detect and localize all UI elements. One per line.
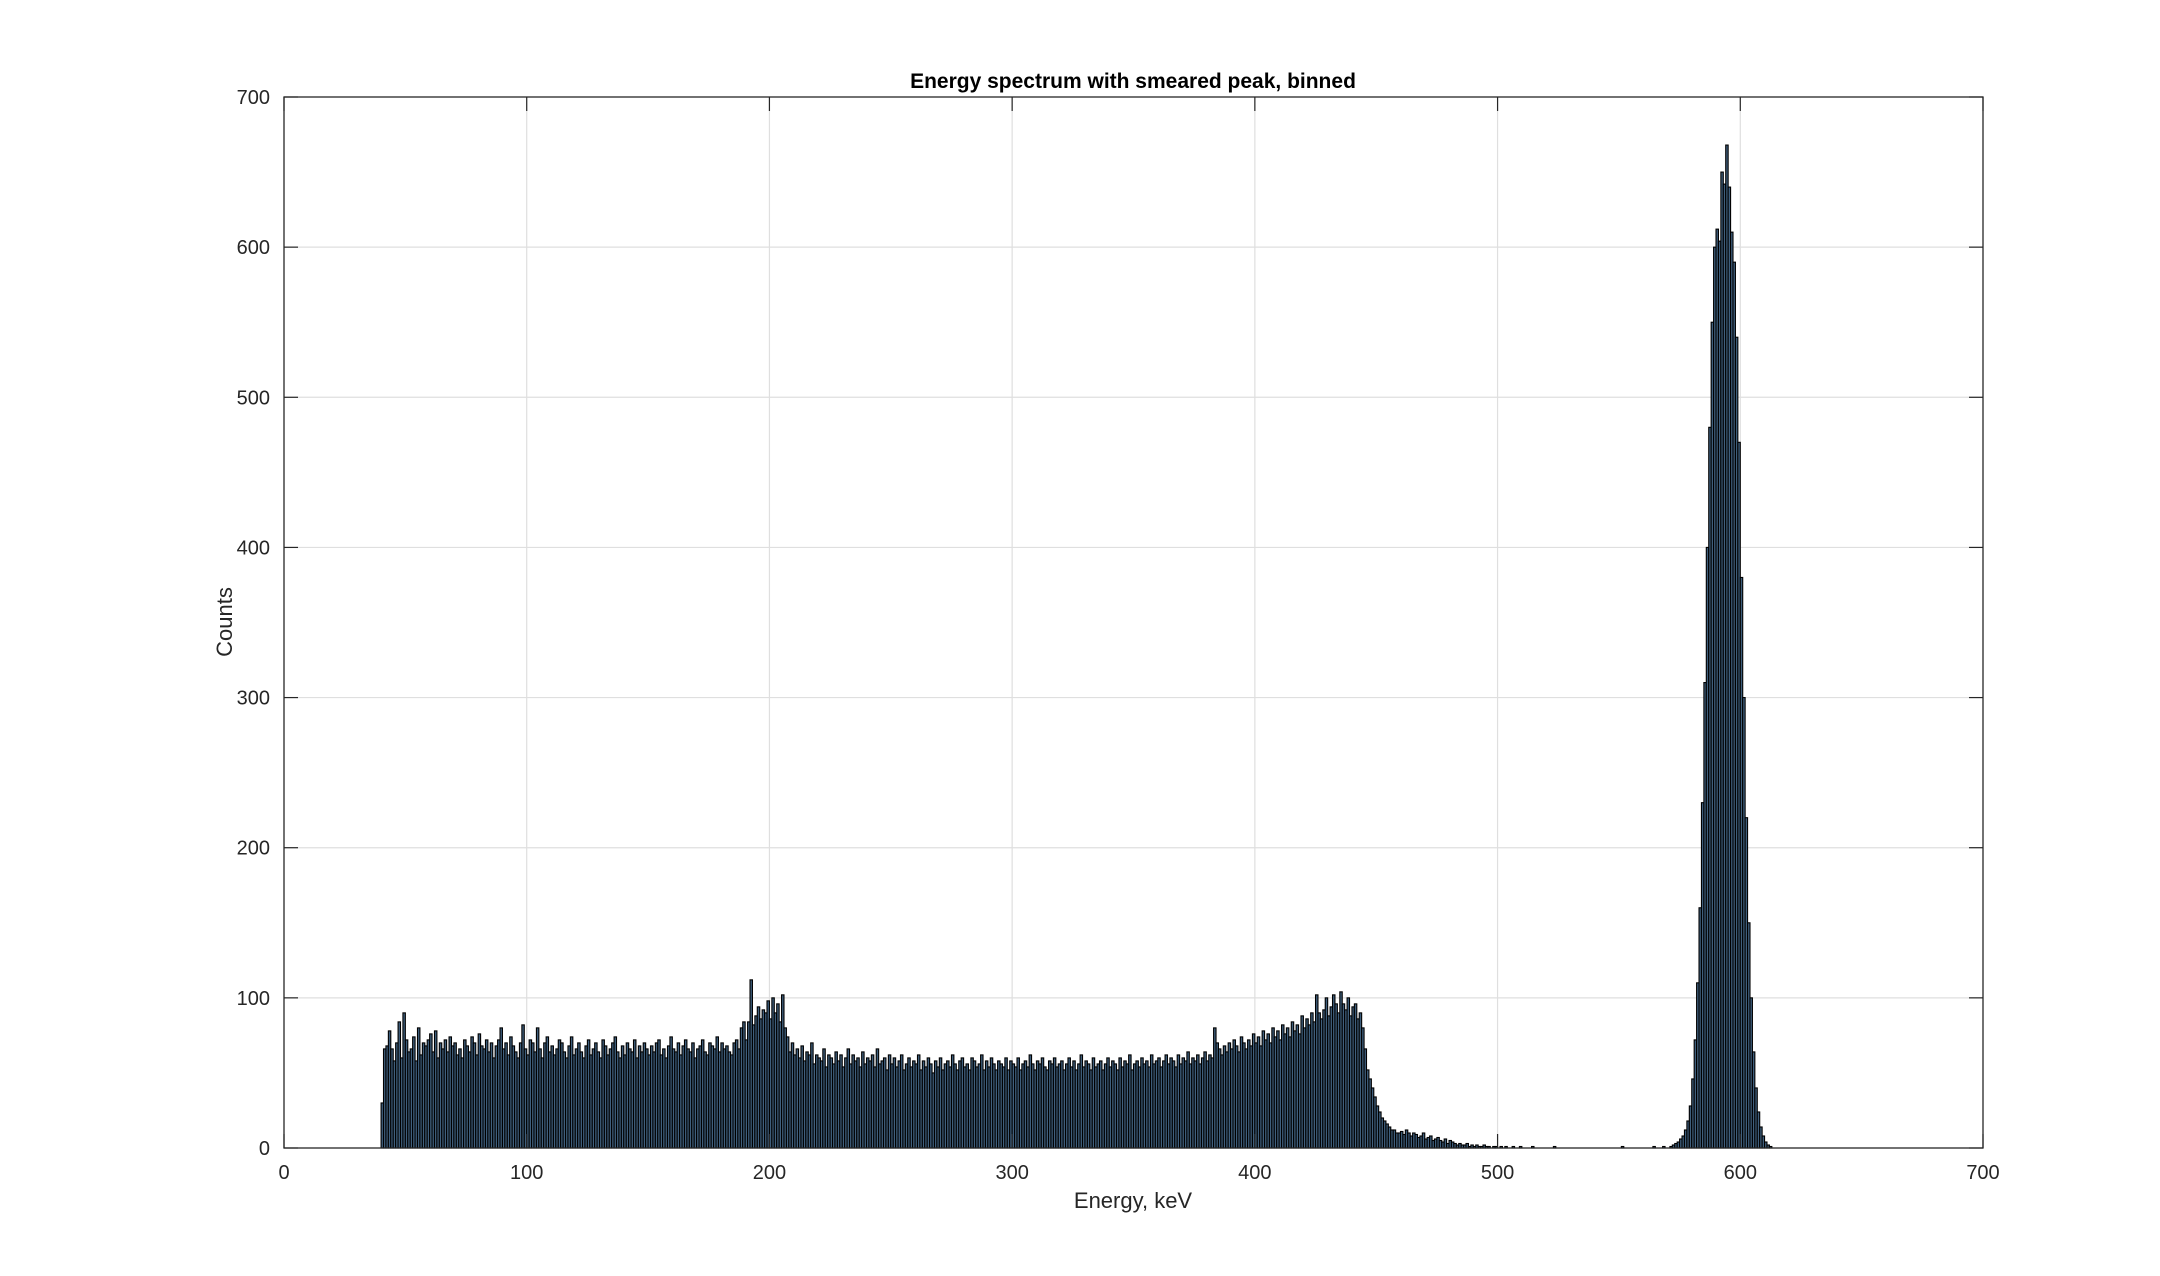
ticks: [283, 96, 1984, 1149]
x-tick-label: 100: [510, 1162, 543, 1184]
x-tick-label: 400: [1238, 1162, 1271, 1184]
chart-title: Energy spectrum with smeared peak, binne…: [910, 70, 1356, 93]
x-tick-labels: 0 100 200 300 400 500 600 700: [278, 1162, 1999, 1184]
y-tick-label: 200: [237, 838, 270, 860]
x-tick-label: 0: [278, 1162, 289, 1184]
y-tick-label: 0: [259, 1138, 270, 1160]
y-tick-labels: 0 100 200 300 400 500 600 700: [237, 87, 270, 1160]
y-tick-label: 300: [237, 688, 270, 710]
x-tick-label: 200: [753, 1162, 786, 1184]
y-tick-label: 700: [237, 87, 270, 109]
x-tick-label: 500: [1481, 1162, 1514, 1184]
y-axis-label: Counts: [212, 587, 237, 657]
y-tick-label: 100: [237, 988, 270, 1010]
x-tick-label: 600: [1724, 1162, 1757, 1184]
x-axis-label: Energy, keV: [1074, 1188, 1193, 1213]
y-tick-label: 400: [237, 537, 270, 559]
x-tick-label: 700: [1966, 1162, 1999, 1184]
plot-frame: [283, 96, 1984, 1149]
x-tick-label: 300: [995, 1162, 1028, 1184]
y-tick-label: 500: [237, 387, 270, 409]
y-tick-label: 600: [237, 237, 270, 259]
